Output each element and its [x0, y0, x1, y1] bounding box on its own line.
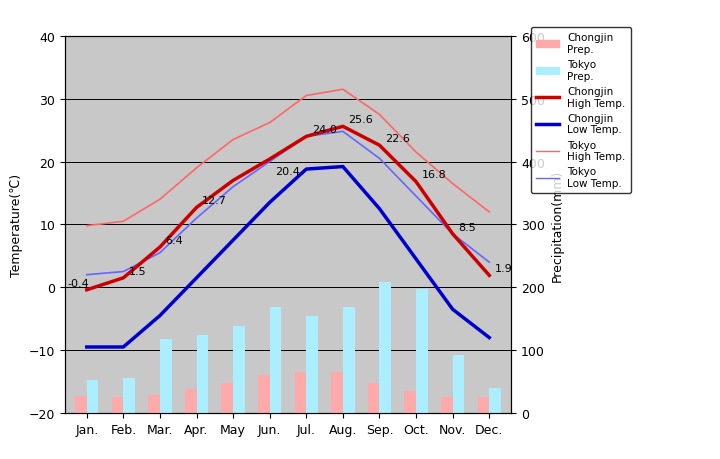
Tokyo
Low Temp. [266, 159, 274, 165]
Chongjin
Low Temp. [229, 238, 238, 243]
Tokyo
High Temp. [229, 137, 238, 143]
Chongjin
High Temp. [302, 134, 310, 140]
Chongjin
Low Temp. [449, 307, 457, 312]
Bar [405, 391, 416, 413]
Tokyo
Low Temp. [412, 194, 420, 199]
Chongjin
Low Temp. [338, 164, 347, 170]
Tokyo
Low Temp. [82, 272, 91, 278]
Chongjin
High Temp. [156, 245, 164, 250]
Chongjin
Low Temp. [266, 200, 274, 206]
Tokyo
High Temp. [266, 121, 274, 126]
Tokyo
Low Temp. [119, 269, 127, 274]
Tokyo
High Temp. [156, 197, 164, 202]
Y-axis label: Temperature(℃): Temperature(℃) [10, 174, 23, 276]
Chongjin
High Temp. [485, 273, 494, 279]
Tokyo
Low Temp. [449, 231, 457, 237]
Legend: Chongjin
Prep., Tokyo
Prep., Chongjin
High Temp., Chongjin
Low Temp., Tokyo
High: Chongjin Prep., Tokyo Prep., Chongjin Hi… [531, 28, 631, 194]
Chongjin
Low Temp. [375, 207, 384, 212]
Text: 16.8: 16.8 [422, 170, 446, 180]
Bar [331, 372, 343, 413]
Bar [75, 396, 86, 413]
Tokyo
Low Temp. [338, 129, 347, 135]
Bar [343, 308, 354, 413]
Line: Chongjin
Low Temp.: Chongjin Low Temp. [86, 167, 490, 347]
Tokyo
High Temp. [302, 94, 310, 99]
Bar [258, 375, 270, 413]
Bar [490, 388, 501, 413]
Tokyo
High Temp. [412, 150, 420, 156]
Chongjin
Low Temp. [156, 313, 164, 319]
Bar [160, 340, 171, 413]
Text: 6.4: 6.4 [166, 235, 183, 245]
Chongjin
High Temp. [229, 178, 238, 184]
Chongjin
Low Temp. [192, 275, 201, 281]
Text: 24.0: 24.0 [312, 125, 337, 135]
Text: 1.5: 1.5 [129, 266, 147, 276]
Bar [379, 282, 391, 413]
Bar [86, 381, 99, 413]
Chongjin
High Temp. [82, 287, 91, 293]
Text: 8.5: 8.5 [458, 222, 476, 232]
Tokyo
High Temp. [338, 87, 347, 93]
Text: 12.7: 12.7 [202, 196, 227, 206]
Bar [222, 383, 233, 413]
Bar [112, 397, 123, 413]
Chongjin
High Temp. [192, 205, 201, 211]
Chongjin
Low Temp. [412, 257, 420, 262]
Tokyo
High Temp. [82, 224, 91, 229]
Tokyo
Low Temp. [229, 185, 238, 190]
Bar [123, 378, 135, 413]
Chongjin
High Temp. [449, 231, 457, 237]
Bar [368, 383, 379, 413]
Tokyo
High Temp. [449, 181, 457, 187]
Bar [197, 336, 208, 413]
Tokyo
Low Temp. [375, 156, 384, 162]
Bar [233, 326, 245, 413]
Y-axis label: Precipitation(mm): Precipitation(mm) [551, 169, 564, 281]
Text: -0.4: -0.4 [67, 278, 89, 288]
Chongjin
High Temp. [412, 179, 420, 185]
Bar [185, 389, 197, 413]
Chongjin
High Temp. [375, 143, 384, 149]
Chongjin
Low Temp. [485, 335, 494, 341]
Text: 1.9: 1.9 [495, 263, 513, 274]
Bar [148, 396, 160, 413]
Bar [416, 290, 428, 413]
Tokyo
Low Temp. [156, 250, 164, 256]
Tokyo
Low Temp. [302, 134, 310, 140]
Bar [477, 397, 490, 413]
Tokyo
High Temp. [375, 112, 384, 118]
Text: 25.6: 25.6 [348, 115, 373, 125]
Text: 22.6: 22.6 [385, 134, 410, 144]
Chongjin
High Temp. [119, 275, 127, 281]
Tokyo
Low Temp. [192, 216, 201, 221]
Chongjin
High Temp. [338, 124, 347, 130]
Text: 20.4: 20.4 [275, 167, 300, 177]
Chongjin
Low Temp. [119, 344, 127, 350]
Tokyo
Low Temp. [485, 260, 494, 265]
Tokyo
High Temp. [119, 219, 127, 224]
Bar [270, 308, 282, 413]
Bar [441, 397, 453, 413]
Line: Tokyo
High Temp.: Tokyo High Temp. [86, 90, 490, 226]
Bar [306, 317, 318, 413]
Bar [294, 372, 306, 413]
Chongjin
Low Temp. [82, 344, 91, 350]
Tokyo
High Temp. [192, 166, 201, 171]
Line: Tokyo
Low Temp.: Tokyo Low Temp. [86, 132, 490, 275]
Tokyo
High Temp. [485, 210, 494, 215]
Chongjin
Low Temp. [302, 167, 310, 173]
Bar [453, 355, 464, 413]
Line: Chongjin
High Temp.: Chongjin High Temp. [86, 127, 490, 290]
Chongjin
High Temp. [266, 157, 274, 162]
